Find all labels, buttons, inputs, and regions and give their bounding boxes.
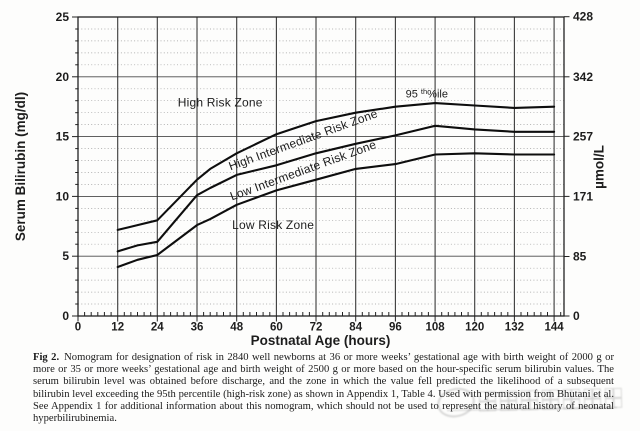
y-right-tick-label: 428 — [573, 10, 593, 24]
y-left-tick-label: 20 — [56, 70, 70, 84]
bilirubin-nomogram-chart: 0 5 10 15 20 25 0 12 24 36 48 60 72 84 96 108 120 132 144 0… — [13, 10, 607, 348]
y-right-tick-label: 85 — [573, 250, 587, 264]
figure-caption: Fig 2. Nomogram for designation of risk i… — [33, 352, 614, 425]
plot-border — [77, 16, 565, 317]
figure-label: Fig 2. — [33, 352, 60, 363]
curve-lower-intermediate-boundary — [116, 152, 556, 269]
x-tick-label: 24 — [151, 322, 164, 334]
x-tick-label: 96 — [389, 322, 402, 334]
x-tick-label: 72 — [310, 322, 323, 334]
zone-label-low-risk-zone: Low Risk Zone — [232, 218, 314, 232]
x-tick-label: 108 — [426, 322, 446, 334]
y-left-tick-label: 5 — [62, 249, 69, 263]
y-right-axis-title: µmol/L — [592, 145, 607, 189]
percentile-95-label: 95 th%ile — [406, 87, 448, 101]
x-tick-label: 12 — [111, 322, 124, 334]
x-axis-title: Postnatal Age (hours) — [251, 333, 391, 348]
y-left-tick-label: 0 — [62, 309, 69, 323]
x-tick-label: 120 — [465, 322, 484, 334]
y-right-tick-label: 342 — [573, 70, 593, 84]
x-tick-label: 60 — [270, 322, 283, 334]
figure-caption-text: Nomogram for designation of risk in 2840… — [33, 352, 614, 425]
curve-upper-intermediate-boundary — [116, 124, 556, 253]
y-right-tick-label: 171 — [573, 189, 593, 203]
x-tick-label: 144 — [545, 322, 565, 334]
curve-95th-percentile — [116, 102, 556, 231]
y-right-tick-label: 257 — [573, 129, 593, 143]
y-right-tick-label: 0 — [573, 309, 580, 323]
y-left-tick-label: 15 — [56, 130, 70, 144]
x-tick-label: 132 — [505, 322, 524, 334]
y-left-tick-label: 25 — [56, 10, 70, 24]
y-left-tick-label: 10 — [56, 189, 70, 203]
x-tick-label: 84 — [349, 322, 362, 334]
y-left-axis-title: Serum Bilirubin (mg/dl) — [13, 92, 28, 241]
x-tick-label: 36 — [191, 322, 204, 334]
x-tick-label: 48 — [230, 322, 243, 334]
zone-label-high-risk-zone: High Risk Zone — [178, 96, 263, 110]
x-tick-label: 0 — [75, 322, 81, 334]
